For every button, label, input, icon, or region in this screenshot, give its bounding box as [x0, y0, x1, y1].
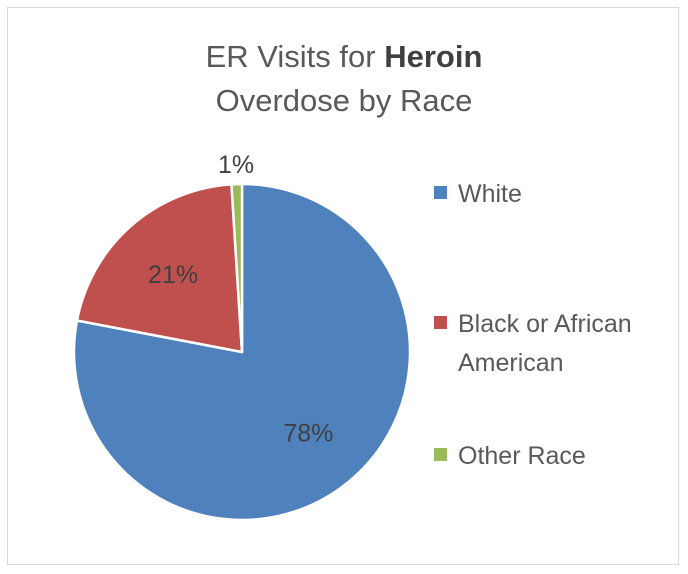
legend-swatch-black-or-african-american: [434, 316, 447, 329]
pie-slice-black-or-african-american: [75, 183, 244, 354]
legend-swatch-white: [434, 186, 447, 199]
legend-label-white: White: [458, 180, 522, 208]
chart-legend: White Black or African American Other Race: [434, 180, 632, 470]
data-label-other-race: 1%: [218, 151, 254, 179]
data-label-white: 78%: [283, 419, 333, 447]
chart-title-line-2: Overdose by Race: [216, 83, 473, 118]
legend-label-other-race: Other Race: [458, 442, 586, 470]
pie-slice-white: [72, 182, 412, 522]
pie-slice-other-race: [230, 182, 244, 354]
chart-title-line-1: ER Visits for Heroin: [206, 39, 483, 74]
pie-slices: [72, 182, 412, 522]
pie-data-labels: 78% 21% 1%: [148, 151, 333, 447]
legend-label-black-or-african-american-line-2: American: [458, 349, 564, 377]
legend-swatch-other-race: [434, 448, 447, 461]
legend-label-black-or-african-american: Black or African: [458, 310, 632, 338]
data-label-black-or-african-american: 21%: [148, 261, 198, 289]
chart-title-bold: Heroin: [384, 39, 482, 74]
